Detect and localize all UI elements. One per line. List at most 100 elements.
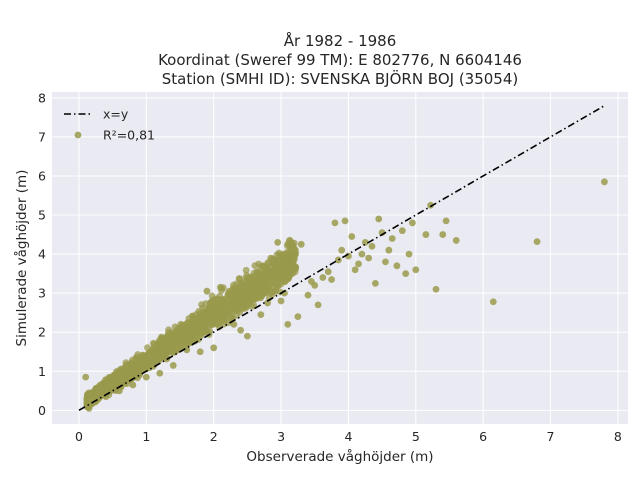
scatter-point: [324, 268, 332, 276]
cloud-point: [152, 347, 160, 355]
scatter-point: [304, 291, 312, 299]
scatter-point: [382, 258, 389, 266]
scatter-point: [314, 301, 322, 309]
scatter-point: [427, 201, 435, 209]
cloud-point: [107, 380, 115, 387]
cloud-point: [256, 285, 263, 293]
legend-dot-marker: [74, 131, 82, 139]
cloud-point: [217, 307, 224, 315]
scatter-point: [361, 238, 369, 246]
cloud-point: [97, 389, 105, 397]
cloud-point: [248, 286, 256, 293]
scatter-point: [388, 235, 396, 242]
cloud-point: [279, 272, 287, 279]
legend: x=y R²=0,81: [64, 107, 155, 143]
scatter-point: [368, 242, 376, 250]
grid-lines: [52, 92, 628, 424]
scatter-point: [355, 260, 362, 268]
scatter-point: [85, 404, 93, 412]
cloud-point: [198, 312, 206, 320]
cloud-point: [290, 257, 297, 265]
cloud-point: [264, 259, 272, 267]
scatter-point: [257, 311, 265, 319]
cloud-point: [230, 281, 238, 289]
y-tick-label: 4: [38, 247, 46, 262]
y-axis-label: Simulerade våghöjder (m): [13, 170, 30, 347]
title-line-3: Station (SMHI ID): SVENSKA BJÖRN BOJ (35…: [162, 69, 519, 88]
cloud-point: [206, 318, 214, 326]
scatter-point: [297, 240, 305, 248]
cloud-point: [261, 270, 269, 278]
scatter-point: [351, 266, 359, 274]
scatter-point: [156, 369, 164, 377]
cloud-point: [255, 260, 262, 268]
x-tick-label: 1: [142, 429, 150, 444]
cloud-point: [120, 368, 127, 376]
cloud-point: [269, 255, 276, 262]
x-tick-label: 4: [344, 429, 352, 444]
scatter-point: [409, 219, 416, 227]
title-line-2: Koordinat (Sweref 99 TM): E 802776, N 66…: [158, 51, 522, 69]
y-tick-label: 3: [38, 286, 46, 301]
x-tick-label: 0: [75, 429, 83, 444]
cloud-point: [290, 262, 298, 270]
scatter-point: [237, 326, 245, 334]
cloud-point: [212, 314, 220, 321]
scatter-point: [142, 373, 150, 381]
scatter-point: [223, 305, 231, 313]
y-axis-ticks: 0 1 2 3 4 5 6 7 8: [38, 90, 46, 417]
cloud-point: [285, 271, 292, 279]
scatter-point: [341, 217, 349, 225]
cloud-point: [200, 323, 208, 331]
title-line-1: År 1982 - 1986: [284, 31, 397, 50]
scatter-point: [442, 217, 450, 225]
cloud-point: [242, 266, 250, 274]
cloud-point: [146, 350, 154, 358]
cloud-point: [236, 283, 244, 291]
scatter-point: [385, 246, 393, 254]
scatter-point: [270, 278, 278, 285]
scatter-point: [319, 274, 327, 281]
scatter-point: [294, 313, 302, 320]
x-axis-label: Observerade våghöjder (m): [246, 448, 433, 465]
x-tick-label: 5: [412, 429, 420, 444]
cloud-point: [187, 339, 195, 347]
scatter-point: [129, 381, 137, 389]
scatter-point: [375, 215, 383, 223]
x-tick-label: 6: [479, 429, 487, 444]
y-tick-label: 1: [38, 364, 46, 379]
cloud-point: [279, 252, 287, 259]
scatter-point: [217, 283, 224, 291]
scatter-point: [422, 231, 430, 238]
cloud-point: [134, 358, 142, 366]
cloud-point: [235, 295, 243, 302]
cloud-point: [178, 336, 186, 344]
cloud-point: [282, 257, 290, 265]
y-tick-label: 2: [38, 325, 46, 340]
y-tick-label: 5: [38, 208, 46, 223]
cloud-point: [272, 288, 279, 295]
cloud-point: [245, 279, 253, 286]
scatter-point: [331, 219, 339, 227]
x-tick-label: 7: [547, 429, 555, 444]
scatter-point: [358, 250, 366, 258]
scatter-points: [82, 178, 608, 412]
cloud-point: [209, 297, 217, 305]
cloud-point: [158, 333, 165, 341]
scatter-point: [203, 287, 211, 295]
scatter-point: [393, 262, 401, 270]
scatter-point: [405, 250, 413, 258]
scatter-point: [196, 348, 204, 356]
x-tick-label: 3: [277, 429, 285, 444]
y-tick-label: 0: [38, 403, 46, 418]
scatter-point: [365, 254, 373, 262]
cloud-point: [161, 349, 169, 357]
cloud-point: [236, 275, 244, 283]
y-tick-label: 6: [38, 168, 46, 183]
cloud-point: [188, 328, 196, 336]
scatter-point: [230, 321, 238, 328]
cloud-point: [194, 323, 202, 331]
cloud-point: [198, 301, 206, 309]
cloud-point: [286, 236, 294, 244]
